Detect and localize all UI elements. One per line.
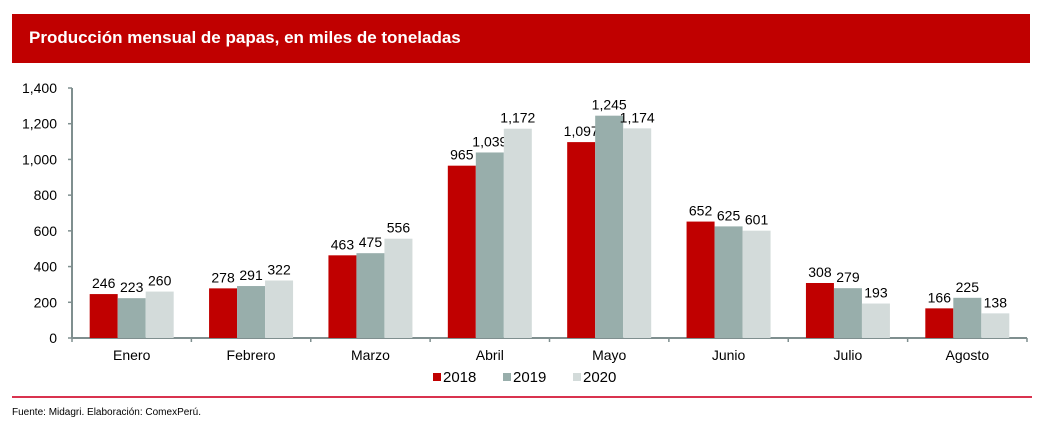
data-label: 278 xyxy=(211,269,235,285)
legend-label-2019: 2019 xyxy=(513,369,546,386)
bar-2018 xyxy=(328,255,357,338)
data-label: 308 xyxy=(808,264,832,280)
data-label: 1,172 xyxy=(500,110,535,126)
bar-2020 xyxy=(265,280,294,338)
bar-2020 xyxy=(742,230,771,338)
x-tick-label: Junio xyxy=(712,347,746,363)
data-label: 166 xyxy=(928,289,952,305)
chart-header-bar: Producción mensual de papas, en miles de… xyxy=(12,14,1030,63)
x-tick-label: Marzo xyxy=(351,347,390,363)
data-label: 1,097 xyxy=(564,123,599,139)
legend-swatch-2020 xyxy=(573,373,581,381)
data-label: 625 xyxy=(717,207,741,223)
chart-title: Producción mensual de papas, en miles de… xyxy=(29,28,461,47)
bar-2020 xyxy=(145,291,174,338)
y-tick-label: 400 xyxy=(34,259,58,275)
data-label: 475 xyxy=(359,234,383,250)
data-label: 225 xyxy=(956,279,980,295)
x-tick-label: Enero xyxy=(113,347,151,363)
x-tick-label: Abril xyxy=(476,347,504,363)
bar-2018 xyxy=(447,165,476,338)
bar-2019 xyxy=(833,288,862,338)
y-tick-label: 1,200 xyxy=(22,116,57,132)
y-tick-label: 200 xyxy=(34,294,58,310)
bar-2018 xyxy=(89,294,118,338)
data-label: 1,245 xyxy=(592,97,627,113)
y-tick-label: 600 xyxy=(34,223,58,239)
bar-2020 xyxy=(623,128,652,338)
y-tick-label: 1,000 xyxy=(22,151,57,167)
bar-2019 xyxy=(595,115,624,338)
x-tick-label: Febrero xyxy=(227,347,276,363)
x-tick-label: Agosto xyxy=(946,347,990,363)
data-label: 601 xyxy=(745,212,769,228)
bar-2019 xyxy=(237,286,266,338)
x-tick-label: Julio xyxy=(834,347,863,363)
data-label: 193 xyxy=(864,285,888,301)
data-label: 322 xyxy=(267,262,291,278)
data-label: 463 xyxy=(331,236,355,252)
bar-2019 xyxy=(475,152,504,338)
y-tick-label: 0 xyxy=(49,330,57,346)
bar-2018 xyxy=(567,142,596,338)
bar-2019 xyxy=(356,253,385,338)
data-label: 1,039 xyxy=(472,133,507,149)
data-label: 260 xyxy=(148,273,172,289)
data-label: 138 xyxy=(984,294,1008,310)
y-tick-label: 1,400 xyxy=(22,80,57,96)
data-label: 223 xyxy=(120,279,144,295)
bar-2019 xyxy=(953,297,982,338)
data-label: 246 xyxy=(92,275,116,291)
bar-2020 xyxy=(861,303,890,338)
x-tick-label: Mayo xyxy=(592,347,626,363)
legend-label-2020: 2020 xyxy=(583,369,616,386)
bar-2018 xyxy=(686,221,715,338)
bar-2018 xyxy=(805,283,834,338)
data-label: 279 xyxy=(836,269,860,285)
source-note: Fuente: Midagri. Elaboración: ComexPerú. xyxy=(12,407,201,418)
legend-swatch-2019 xyxy=(503,373,511,381)
y-tick-label: 800 xyxy=(34,187,58,203)
legend-label-2018: 2018 xyxy=(443,369,476,386)
data-label: 291 xyxy=(239,267,263,283)
data-label: 556 xyxy=(387,220,411,236)
data-label: 652 xyxy=(689,203,713,219)
legend-swatch-2018 xyxy=(433,373,441,381)
bar-2018 xyxy=(925,308,954,338)
data-label: 965 xyxy=(450,147,474,163)
data-label: 1,174 xyxy=(620,109,655,125)
bar-2020 xyxy=(503,128,532,338)
bar-2020 xyxy=(981,313,1010,338)
divider-line xyxy=(12,396,1032,398)
bar-2019 xyxy=(117,298,146,338)
bar-2019 xyxy=(714,226,743,338)
bar-2020 xyxy=(384,238,413,338)
bar-2018 xyxy=(209,288,238,338)
